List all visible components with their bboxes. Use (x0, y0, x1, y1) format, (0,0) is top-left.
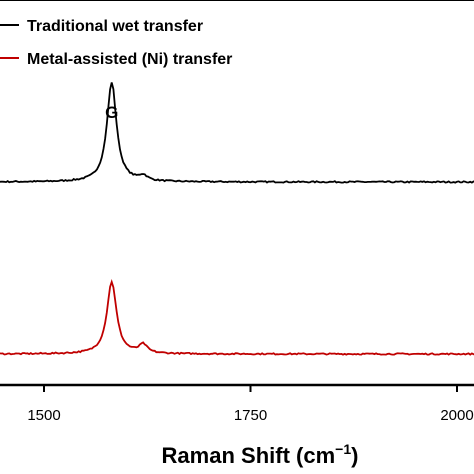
x-axis-title-sup: −1 (335, 441, 351, 457)
series-group (0, 82, 474, 356)
legend-label-traditional: Traditional wet transfer (27, 18, 203, 35)
x-axis-title-main: Raman Shift (cm (162, 443, 336, 468)
series-line-1 (0, 278, 474, 356)
x-axis-title: Raman Shift (cm−1) (162, 441, 359, 468)
series-line-0 (0, 82, 474, 184)
x-tick-group: 15001750200022502500 (27, 385, 474, 424)
legend-label-metal: Metal-assisted (Ni) transfer (27, 51, 232, 68)
peak-annotation-g: G (105, 103, 118, 122)
x-axis-title-close: ) (351, 443, 358, 468)
x-tick-label-1750: 1750 (234, 407, 267, 424)
legend: Traditional wet transfer Metal-assisted … (0, 18, 232, 68)
x-tick-label-2000: 2000 (440, 407, 473, 424)
x-tick-label-1500: 1500 (27, 407, 60, 424)
